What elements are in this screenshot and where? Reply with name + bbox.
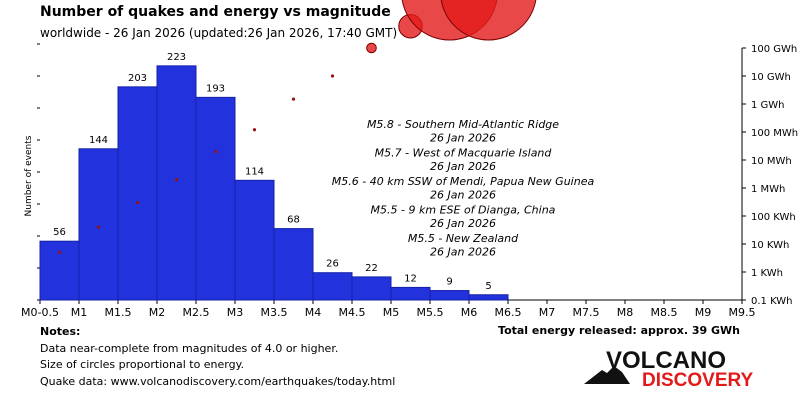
y2-tick-label: 1 MWh	[751, 184, 785, 195]
y-axis-label: Number of events	[24, 135, 34, 216]
bar	[234, 179, 275, 301]
y2-tick-label: 0.1 KWh	[751, 296, 793, 307]
annotation-date: 26 Jan 2026	[430, 246, 496, 259]
note-line-3[interactable]: Quake data: www.volcanodiscovery.com/ear…	[40, 374, 396, 388]
annotation-event: M5.8 - Southern Mid-Atlantic Ridge	[367, 118, 559, 131]
annotation-event: M5.6 - 40 km SSW of Mendi, Papua New Gui…	[332, 175, 595, 188]
volcano-discovery-logo[interactable]: VOLCANO DISCOVERY	[584, 346, 764, 392]
y2-tick-label: 10 MWh	[751, 156, 792, 167]
x-tick-label: M6.5	[495, 306, 522, 319]
bar	[117, 86, 158, 301]
x-tick-label: M8.5	[651, 306, 678, 319]
x-tick-label: M8	[617, 306, 634, 319]
x-tick-label: M3	[227, 306, 244, 319]
bar-value-label: 193	[206, 83, 225, 94]
y2-tick-label: 10 KWh	[751, 240, 789, 251]
x-tick-label: M5	[383, 306, 400, 319]
notes: Notes: Data near-complete from magnitude…	[40, 324, 395, 390]
energy-bubble	[440, 0, 537, 41]
bar-value-label: 12	[404, 273, 417, 284]
x-tick-label: M0-0.5	[21, 306, 59, 319]
bar-value-label: 223	[167, 52, 186, 63]
bar-value-label: 203	[128, 73, 147, 84]
annotation-date: 26 Jan 2026	[430, 160, 496, 173]
bar	[156, 65, 197, 301]
energy-bubble	[291, 97, 296, 101]
chart-subtitle: worldwide - 26 Jan 2026 (updated:26 Jan …	[40, 26, 398, 40]
energy-bubble	[330, 74, 335, 78]
annotation-date: 26 Jan 2026	[430, 217, 496, 230]
quake-chart: M0-0.5 M1 M1.5 M2 M2.5 M3 M3.5 M4 M4.5 M5 M5.5 M6 M6…	[21, 0, 798, 319]
bar	[195, 96, 236, 301]
annotation-event: M5.5 - New Zealand	[408, 232, 519, 245]
annotation-event: M5.5 - 9 km ESE of Dianga, China	[371, 204, 556, 217]
annotation-date: 26 Jan 2026	[430, 189, 496, 202]
bar	[351, 276, 392, 301]
bar	[390, 286, 431, 301]
volcano-logo-icon	[584, 366, 630, 384]
x-tick-label: M1	[71, 306, 88, 319]
logo-line-2: DISCOVERY	[642, 370, 754, 391]
bar	[312, 272, 353, 301]
bar-value-label: 5	[485, 281, 491, 292]
energy-bubble	[174, 177, 179, 182]
bar	[273, 228, 314, 301]
energy-bubble	[366, 42, 377, 54]
energy-bubble	[96, 225, 101, 229]
logo-line-1: VOLCANO	[606, 347, 726, 374]
x-tick-label: M4.5	[339, 306, 366, 319]
y2-tick-label: 100 MWh	[751, 128, 798, 139]
x-tick-label: M7.5	[573, 306, 600, 319]
bar-value-label: 9	[446, 277, 452, 288]
energy-bubble	[57, 250, 62, 255]
annotation-event: M5.7 - West of Macquarie Island	[375, 147, 553, 160]
x-tick-label: M2.5	[183, 306, 210, 319]
x-tick-label: M5.5	[417, 306, 444, 319]
annotation-date: 26 Jan 2026	[430, 132, 496, 145]
total-energy: Total energy released: approx. 39 GWh	[498, 324, 740, 337]
x-tick-label: M9	[695, 306, 712, 319]
note-line-1: Data near-complete from magnitudes of 4.…	[40, 341, 339, 355]
x-tick-label: M2	[149, 306, 166, 319]
energy-bubble	[135, 201, 140, 205]
note-line-2: Size of circles proportional to energy.	[40, 358, 245, 371]
y2-tick-label: 1 GWh	[751, 100, 785, 111]
bar-value-label: 114	[245, 166, 264, 177]
notes-heading: Notes:	[40, 325, 81, 338]
bar	[429, 290, 470, 301]
x-tick-label: M3.5	[261, 306, 288, 319]
bar-value-label: 68	[287, 215, 300, 226]
y2-tick-label: 100 KWh	[751, 212, 796, 223]
bar-value-label: 56	[53, 227, 66, 238]
x-tick-label: M7	[539, 306, 556, 319]
chart-title: Number of quakes and energy vs magnitude	[40, 4, 391, 20]
y2-tick-label: 10 GWh	[751, 72, 791, 83]
x-tick-label: M1.5	[105, 306, 132, 319]
energy-bubble	[213, 149, 218, 154]
energy-bubble	[252, 128, 257, 132]
x-tick-label: M9.5	[729, 306, 756, 319]
bar	[39, 240, 80, 301]
bar-value-label: 26	[326, 259, 339, 270]
bar	[468, 294, 509, 301]
bar	[78, 148, 119, 301]
x-tick-label: M6	[461, 306, 478, 319]
x-tick-label: M4	[305, 306, 322, 319]
bar-value-label: 144	[89, 135, 108, 146]
y2-tick-label: 1 KWh	[751, 268, 783, 279]
bar-value-label: 22	[365, 263, 378, 274]
y2-tick-label: 100 GWh	[751, 44, 797, 55]
